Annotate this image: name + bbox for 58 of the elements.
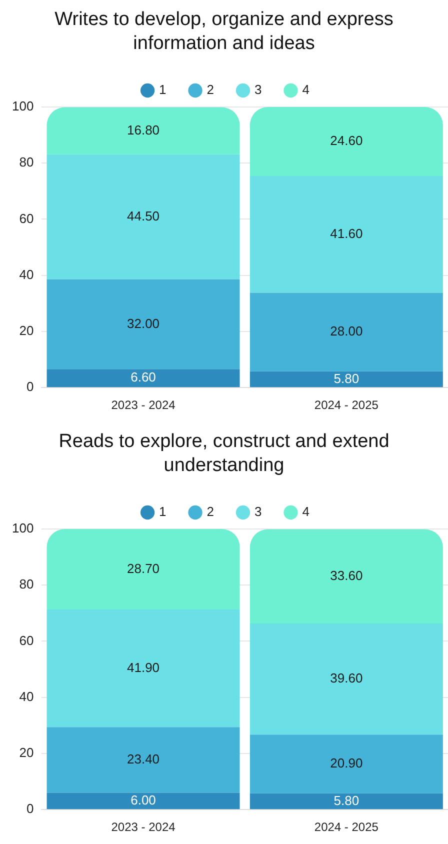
legend-label: 3: [254, 504, 262, 520]
data-label: 32.00: [126, 316, 160, 331]
chart-title: Writes to develop, organize and express information and ideas: [54, 8, 394, 56]
bar: [250, 176, 443, 293]
y-tick-label: 40: [19, 266, 34, 282]
bar: [46, 727, 240, 793]
y-tick-label: 80: [19, 154, 34, 170]
legend-label: 1: [159, 504, 166, 520]
data-label: 44.50: [126, 208, 160, 224]
bar: [250, 793, 443, 810]
data-label: 23.40: [126, 752, 160, 767]
bar: [46, 529, 240, 610]
bar: [46, 610, 240, 728]
y-tick-label: 0: [26, 379, 34, 394]
data-label: 41.60: [330, 226, 363, 241]
bar: [250, 371, 443, 388]
y-tick-label: 60: [19, 632, 34, 648]
bar: [250, 292, 443, 372]
data-label: 39.60: [330, 670, 363, 686]
bar: [46, 792, 240, 810]
legend-label: 4: [302, 504, 310, 520]
data-label: 16.80: [126, 122, 160, 138]
bar: [46, 154, 240, 280]
bar: [250, 734, 443, 794]
data-label: 6.00: [130, 792, 156, 808]
bar: [46, 279, 240, 370]
data-label: 5.80: [334, 792, 360, 808]
bar: [250, 107, 443, 176]
bar: [250, 624, 443, 735]
y-tick-label: 60: [19, 210, 34, 226]
y-tick-label: 100: [12, 98, 34, 114]
y-tick-label: 80: [19, 576, 34, 592]
x-tick-label: 2024 - 2025: [314, 820, 379, 834]
data-label: 41.90: [126, 660, 160, 675]
y-tick-label: 20: [19, 323, 34, 338]
bar: [250, 529, 443, 624]
bar: [46, 369, 240, 388]
legend-label: 3: [254, 82, 262, 98]
y-tick-label: 20: [19, 745, 34, 760]
data-label: 20.90: [330, 756, 363, 771]
data-label: 24.60: [330, 133, 363, 148]
y-tick-label: 0: [26, 801, 34, 816]
x-tick-label: 2023 - 2024: [111, 820, 176, 834]
y-tick-label: 40: [19, 688, 34, 704]
y-tick-label: 100: [12, 520, 34, 536]
data-label: 6.60: [130, 370, 156, 385]
data-label: 5.80: [334, 370, 360, 386]
legend-label: 2: [206, 504, 214, 520]
data-label: 33.60: [330, 568, 363, 583]
data-label: 28.70: [126, 560, 160, 576]
chart-title: Reads to explore, construct and extend understanding: [58, 430, 390, 478]
legend-label: 4: [302, 82, 310, 98]
legend-label: 2: [206, 82, 214, 98]
x-tick-label: 2023 - 2024: [111, 398, 176, 412]
data-label: 28.00: [330, 324, 363, 339]
x-tick-label: 2024 - 2025: [314, 398, 379, 412]
bar: [46, 107, 240, 154]
legend-label: 1: [159, 82, 166, 98]
